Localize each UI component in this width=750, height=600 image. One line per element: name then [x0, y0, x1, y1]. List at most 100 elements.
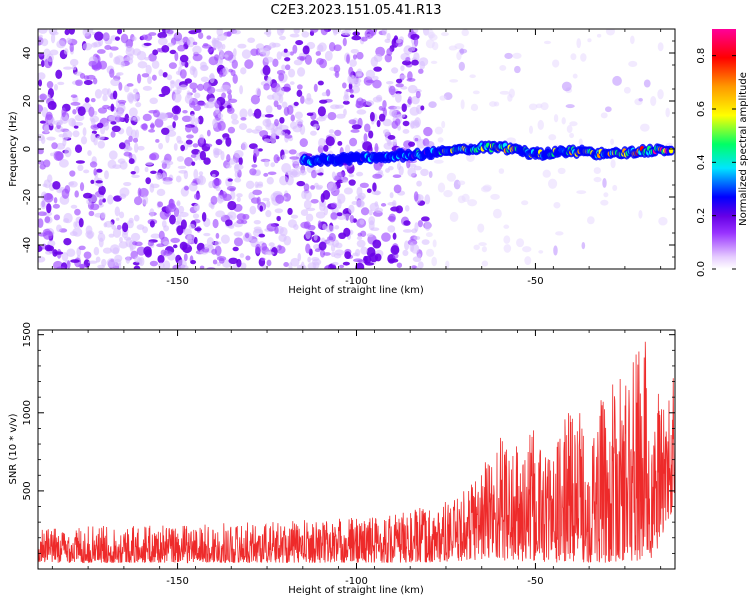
spectrogram-cell	[46, 203, 52, 214]
spectrogram-cell	[493, 101, 500, 107]
spectrogram-cell	[384, 53, 393, 63]
spectrogram-cell	[160, 112, 169, 122]
spectrogram-cell	[74, 208, 81, 216]
spectrogram-cell	[152, 109, 160, 118]
spectrogram-cell	[320, 29, 329, 36]
spectrogram-cell	[368, 220, 375, 231]
spectrogram-cell	[78, 263, 87, 269]
spectrogram-cell	[413, 235, 421, 241]
spectrogram-cell	[373, 66, 382, 72]
spectrogram-cell	[145, 64, 152, 75]
spectrogram-cell	[417, 261, 424, 269]
spectrogram-cell	[217, 33, 227, 41]
spectrogram-cell	[149, 97, 158, 105]
spectrogram-cell	[107, 88, 112, 97]
spectrogram-cell	[132, 241, 138, 246]
spectrogram-cell	[284, 57, 291, 62]
spectrogram-cell	[273, 100, 279, 108]
spectrogram-cell	[226, 104, 232, 109]
spectrogram-cell	[404, 205, 410, 212]
spectrogram-cell	[73, 221, 78, 229]
spectrogram-cell	[214, 240, 219, 247]
spectrogram-cell	[388, 213, 396, 223]
spectrogram-cell	[528, 103, 538, 111]
spectrogram-cell	[315, 184, 324, 189]
spectrogram-cell	[263, 56, 274, 63]
spectrogram-cell	[142, 85, 153, 91]
colorbar-ticks: 0.0 0.2 0.4 0.6 0.8	[696, 48, 736, 277]
spectrogram-cell	[343, 187, 353, 195]
spectrogram-cell	[365, 100, 375, 106]
spectrogram-cell	[278, 72, 285, 82]
spectrogram-cell	[247, 37, 256, 43]
spectrogram-cell	[152, 49, 159, 56]
spectrogram-cell	[186, 36, 195, 48]
spectrogram-cell	[163, 260, 171, 269]
spectrogram-cell	[211, 173, 216, 178]
spectrogram-cell	[192, 45, 202, 55]
spectrogram-cell	[162, 177, 173, 182]
spectrogram-cell	[230, 113, 238, 121]
spectrogram-cell	[402, 249, 409, 257]
spectrogram-panel: -150 -100 -50 -40 -20 0 20 40 Height of straig…	[8, 28, 676, 296]
spectrogram-cell	[310, 198, 319, 204]
spectrogram-cell	[192, 53, 203, 62]
spectrogram-cell	[231, 59, 238, 69]
spectrogram-cell	[118, 116, 124, 122]
spectrogram-cell	[387, 134, 396, 140]
spectrogram-cell	[318, 241, 327, 251]
spectrogram-cell	[183, 228, 192, 236]
spectrogram-cell	[326, 240, 335, 246]
spectrogram-cell	[38, 104, 44, 113]
spectrogram-cell	[69, 231, 78, 237]
spectrogram-cell	[53, 197, 58, 204]
spectrogram-cell	[392, 174, 402, 178]
spectrogram-cell	[292, 44, 298, 54]
spectrogram-cell	[233, 30, 241, 35]
spectrogram-cell	[56, 188, 63, 194]
spectrogram-cell	[190, 260, 197, 265]
spectrogram-cell	[190, 154, 197, 158]
spectrogram-cell	[222, 193, 232, 202]
spectrogram-cell	[219, 106, 225, 110]
spectrogram-cell	[296, 89, 303, 97]
spectrogram-cell	[58, 159, 69, 168]
spectrogram-cell	[98, 185, 106, 196]
spectrogram-cell	[215, 185, 221, 192]
spectrogram-cell	[342, 261, 350, 266]
spectrogram-cell	[63, 237, 72, 246]
spectrogram-cell	[90, 98, 96, 103]
spectrogram-cell	[90, 132, 96, 143]
spectrogram-cell	[349, 59, 357, 67]
spectrogram-cell	[276, 51, 282, 60]
spectrogram-cell	[83, 79, 93, 86]
spectrogram-cell	[158, 69, 164, 77]
spectrogram-y-tick-label: 20	[22, 95, 33, 108]
spectrogram-cell	[245, 255, 251, 261]
spectrogram-cell	[163, 225, 170, 232]
spectrogram-cell	[167, 42, 174, 47]
spectrogram-cell	[173, 143, 178, 151]
spectrogram-cell	[301, 31, 310, 38]
spectrogram-cell	[320, 193, 325, 203]
spectrogram-cell	[343, 213, 351, 221]
spectrogram-cell	[569, 121, 578, 127]
spectrogram-cell	[60, 114, 69, 124]
spectrogram-cell	[188, 182, 198, 192]
spectrogram-cell	[264, 113, 274, 118]
spectrogram-cell	[492, 208, 502, 219]
spectrogram-cell	[40, 38, 49, 47]
spectrogram-cell	[305, 229, 311, 240]
spectrogram-cell	[77, 164, 84, 172]
spectrogram-cell	[199, 150, 207, 161]
spectrogram-cell	[350, 129, 360, 133]
spectrogram-cell	[313, 83, 318, 93]
spectrogram-cell	[46, 136, 56, 141]
spectrogram-cell	[570, 53, 577, 61]
spectrogram-cell	[58, 133, 65, 138]
spectrogram-cell	[51, 142, 58, 150]
spectrogram-cell	[156, 48, 161, 53]
spectrogram-cell	[411, 265, 417, 269]
spectrogram-cell	[395, 83, 404, 88]
spectrogram-cell	[119, 160, 128, 170]
